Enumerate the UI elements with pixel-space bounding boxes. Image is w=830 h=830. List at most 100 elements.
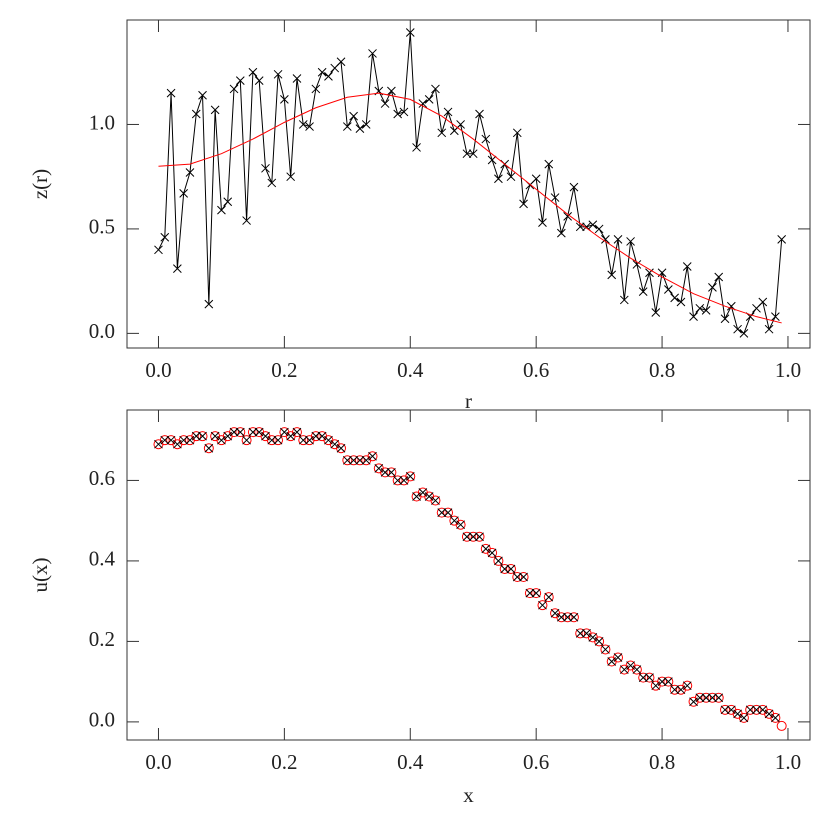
circle-marker xyxy=(663,676,674,687)
x-marker xyxy=(336,443,346,453)
x-marker xyxy=(519,572,528,582)
x-marker xyxy=(185,168,195,177)
x-marker xyxy=(248,67,258,77)
x-marker xyxy=(456,120,465,129)
x-marker xyxy=(468,149,478,159)
data-line xyxy=(158,92,782,324)
circle-marker xyxy=(336,443,347,454)
x-marker xyxy=(689,312,698,322)
circle-marker xyxy=(455,519,466,530)
x-marker xyxy=(280,95,289,104)
x-marker xyxy=(733,709,742,719)
x-marker xyxy=(664,677,673,686)
x-axis-label: r xyxy=(465,389,472,413)
y-tick-label: 0.4 xyxy=(89,547,116,571)
circle-marker xyxy=(436,507,447,518)
x-marker xyxy=(645,673,654,682)
x-marker xyxy=(349,111,358,121)
x-marker xyxy=(745,705,755,715)
x-marker xyxy=(387,86,396,96)
x-tick-label: 0.2 xyxy=(271,750,297,774)
circle-marker xyxy=(713,692,724,703)
x-marker xyxy=(286,172,296,182)
circle-marker xyxy=(543,592,554,603)
circle-marker xyxy=(600,644,611,655)
circle-marker xyxy=(694,692,705,703)
x-tick-label: 0.0 xyxy=(145,358,171,382)
x-marker xyxy=(173,264,182,273)
x-marker xyxy=(387,468,396,477)
x-marker xyxy=(575,629,585,638)
x-marker xyxy=(651,681,661,691)
circle-marker xyxy=(386,467,397,478)
x-marker xyxy=(166,435,176,445)
y-tick-label: 1.0 xyxy=(89,110,115,134)
x-marker xyxy=(198,90,207,100)
x-marker xyxy=(242,216,251,225)
x-tick-label: 0.8 xyxy=(649,358,675,382)
x-marker xyxy=(607,657,617,666)
x-marker xyxy=(544,592,554,602)
x-marker xyxy=(538,218,547,228)
x-tick-label: 0.0 xyxy=(145,750,171,774)
x-marker xyxy=(714,693,724,703)
y-tick-label: 0.6 xyxy=(89,466,115,490)
circle-marker xyxy=(443,507,454,518)
x-marker xyxy=(267,435,277,445)
x-marker xyxy=(355,124,365,133)
y-tick-label: 0.2 xyxy=(89,627,115,651)
x-marker xyxy=(481,134,491,144)
x-marker xyxy=(777,235,787,244)
x-marker xyxy=(336,57,346,67)
x-marker xyxy=(588,633,598,642)
circle-marker xyxy=(505,563,516,574)
x-marker xyxy=(531,588,541,598)
x-marker xyxy=(424,95,434,104)
x-marker xyxy=(261,163,270,173)
y-tick-label: 0.0 xyxy=(89,708,115,732)
x-marker xyxy=(273,69,283,79)
circle-marker xyxy=(203,443,214,454)
x-marker xyxy=(418,99,428,108)
x-marker xyxy=(619,295,629,305)
circle-marker xyxy=(518,572,529,583)
x-marker xyxy=(569,182,579,192)
circle-marker xyxy=(701,692,712,703)
x-marker xyxy=(689,697,698,707)
circle-marker xyxy=(669,684,680,695)
circle-marker xyxy=(348,455,359,466)
circle-marker xyxy=(430,495,441,506)
x-marker xyxy=(487,155,497,165)
x-marker xyxy=(223,431,233,441)
plot-frame xyxy=(126,19,811,349)
x-marker xyxy=(198,431,207,441)
x-marker xyxy=(682,262,692,271)
circle-marker xyxy=(644,672,655,683)
x-marker xyxy=(462,532,472,542)
y-tick-label: 0.5 xyxy=(89,215,115,239)
x-marker xyxy=(380,99,390,108)
x-marker xyxy=(556,228,566,238)
circle-marker xyxy=(229,427,240,438)
x-marker xyxy=(500,564,510,574)
x-marker xyxy=(670,293,680,303)
x-marker xyxy=(670,685,680,695)
x-marker xyxy=(443,508,453,517)
x-marker xyxy=(632,665,642,674)
x-marker xyxy=(154,245,163,255)
x-marker xyxy=(368,451,377,461)
x-marker xyxy=(374,464,384,473)
x-marker xyxy=(632,260,642,269)
x-marker xyxy=(752,705,761,715)
x-marker xyxy=(424,492,434,501)
x-marker xyxy=(361,455,371,465)
x-marker xyxy=(166,88,176,98)
x-marker xyxy=(601,235,610,244)
x-marker xyxy=(531,174,541,184)
x-marker xyxy=(550,193,560,202)
x-marker xyxy=(393,476,403,485)
x-marker xyxy=(708,283,717,292)
x-marker xyxy=(720,705,730,715)
circle-marker xyxy=(499,563,510,574)
